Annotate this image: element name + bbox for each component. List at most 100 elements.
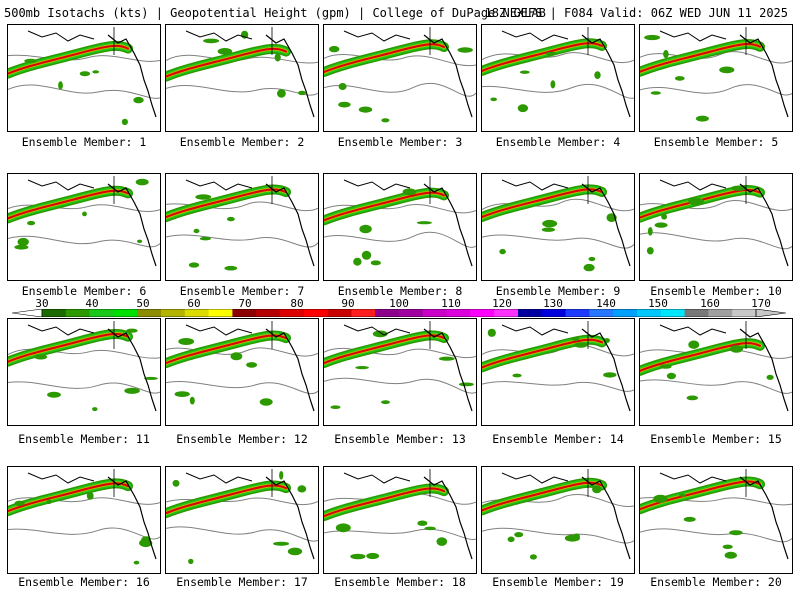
ensemble-map-panel [323, 466, 477, 574]
colorbar-segment [113, 309, 138, 317]
isotach-blob [230, 352, 243, 361]
coastline [27, 472, 95, 484]
colorbar-segment [184, 309, 209, 317]
isotach-blob [217, 48, 233, 55]
ensemble-member-label: Ensemble Member: 7 [179, 284, 305, 298]
coastline [739, 476, 789, 560]
height-contour [166, 85, 318, 96]
ensemble-map-panel [639, 466, 793, 574]
header: 500mb Isotachs (kts) | Geopotential Heig… [0, 0, 800, 24]
height-contour [166, 234, 318, 248]
isotach-blob [512, 373, 522, 378]
isotach-blob [121, 118, 128, 126]
isotach-blob [203, 38, 220, 44]
height-contour [482, 234, 634, 249]
colorbar-segment [518, 309, 543, 317]
isotach-blob [487, 328, 496, 337]
colorbar-segment [732, 309, 757, 317]
isotach-band [482, 188, 603, 218]
isotach-blob [490, 97, 497, 102]
colorbar-segment [375, 309, 400, 317]
colorbar-segment [708, 309, 733, 317]
colorbar-tick-label: 130 [543, 297, 563, 310]
ensemble-map-panel [7, 173, 161, 281]
isotach-blob [663, 50, 669, 59]
isotach-blob [574, 342, 588, 348]
coastline [739, 34, 789, 118]
ensemble-map-panel [165, 24, 319, 132]
isotach-blob [541, 227, 555, 232]
isotach-band [166, 47, 287, 78]
isotach-blob [424, 526, 436, 531]
ensemble-member-label: Ensemble Member: 9 [495, 284, 621, 298]
colorbar-segment [280, 309, 305, 317]
isotach-blob [86, 491, 94, 500]
ensemble-member-label: Ensemble Member: 16 [18, 575, 150, 589]
ensemble-map-panel [323, 318, 477, 426]
isotach-blob [650, 91, 661, 95]
colorbar-segment [232, 309, 257, 317]
height-contour [324, 347, 476, 359]
isotach-blob [273, 541, 290, 546]
colorbar-segment [161, 309, 186, 317]
ensemble-map-panel [481, 318, 635, 426]
isotach-blob [724, 551, 737, 559]
coastline [265, 328, 315, 412]
colorbar-segment [303, 309, 328, 317]
isotach-blob [416, 221, 432, 225]
height-contour [8, 527, 160, 540]
isotach-blob [172, 479, 180, 487]
ensemble-map-panel [7, 24, 161, 132]
height-contour [166, 381, 318, 394]
isotach-blob [661, 213, 667, 220]
isotach-blob [188, 558, 194, 564]
isotach-blob [227, 216, 235, 222]
coastline [423, 476, 473, 560]
coastline [107, 183, 157, 267]
isotach-blob [124, 387, 140, 394]
ensemble-map-panel [165, 466, 319, 574]
colorbar-left-arrow [12, 309, 43, 317]
colorbar-segment [660, 309, 685, 317]
ensemble-member-label: Ensemble Member: 17 [176, 575, 308, 589]
colorbar-segment [446, 309, 471, 317]
isotach-blob [507, 536, 515, 543]
isotach-blob [133, 96, 144, 104]
isotach-blob [729, 530, 743, 536]
coastline [423, 328, 473, 412]
isotach-blob [688, 340, 700, 349]
colorbar-segment [399, 309, 424, 317]
header-title-right: 18Z GEFS | F084 Valid: 06Z WED JUN 11 20… [484, 6, 788, 20]
isotach-band [640, 480, 761, 511]
isotach-band [166, 334, 287, 365]
height-contour [482, 198, 634, 212]
isotach-blob [24, 58, 37, 64]
isotach-band [640, 188, 761, 219]
isotach-blob [571, 337, 580, 341]
coastline [265, 34, 315, 118]
height-contour [640, 84, 792, 96]
coastline [343, 472, 411, 484]
isotach-blob [144, 376, 158, 380]
coastline [659, 179, 727, 191]
coastline [659, 324, 727, 336]
isotach-band [166, 188, 287, 219]
isotach-blob [358, 106, 373, 113]
ensemble-member-label: Ensemble Member: 13 [334, 432, 466, 446]
coastline [581, 476, 631, 560]
isotach-blob [517, 104, 529, 113]
isotach-blob [688, 197, 704, 206]
coastline [107, 476, 157, 560]
isotach-blob [178, 338, 195, 345]
colorbar-segment [89, 309, 114, 317]
coastline [423, 183, 473, 267]
height-contour [324, 82, 476, 97]
isotach-blob [246, 362, 258, 368]
isotach-blob [195, 194, 212, 200]
isotach-blob [436, 537, 448, 546]
isotach-blob [355, 366, 369, 370]
ensemble-member-label: Ensemble Member: 11 [18, 432, 150, 446]
coastline [27, 30, 95, 42]
isotach-blob [14, 244, 29, 250]
isotach-band [640, 43, 761, 73]
